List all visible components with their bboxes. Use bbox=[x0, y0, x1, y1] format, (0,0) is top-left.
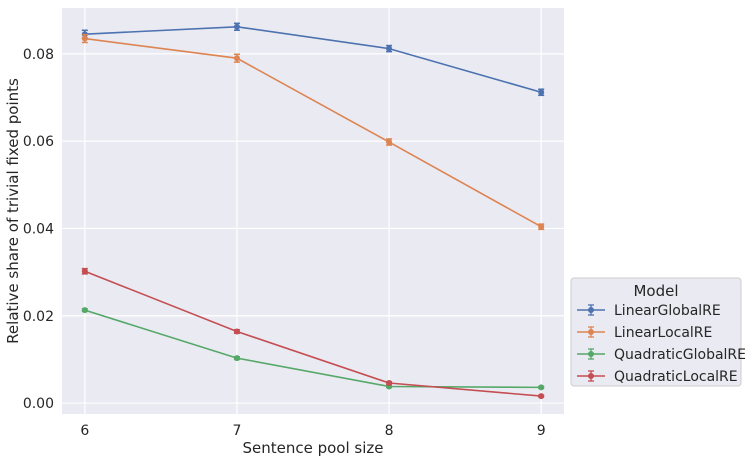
data-point bbox=[538, 223, 545, 230]
series-LinearLocalRE bbox=[81, 33, 545, 231]
data-point bbox=[538, 393, 545, 400]
series-line bbox=[84, 37, 542, 228]
series-QuadraticLocalRE bbox=[81, 267, 545, 400]
series-line bbox=[84, 25, 542, 94]
data-point bbox=[538, 384, 545, 391]
y-tick-label: 0.08 bbox=[23, 47, 54, 63]
gridlines bbox=[62, 8, 564, 414]
legend-marker bbox=[588, 307, 594, 313]
data-point bbox=[233, 55, 240, 62]
legend-label: QuadraticLocalRE bbox=[614, 369, 738, 385]
data-point bbox=[233, 23, 240, 30]
legend-title: Model bbox=[633, 282, 678, 300]
series-layer bbox=[81, 22, 545, 400]
legend-marker bbox=[588, 351, 594, 357]
legend-label: LinearGlobalRE bbox=[614, 303, 721, 319]
x-tick-label: 9 bbox=[537, 423, 546, 439]
legend-items: LinearGlobalRE LinearLocalRE QuadraticGlob… bbox=[577, 303, 746, 385]
x-axis-label: Sentence pool size bbox=[242, 439, 383, 457]
x-tick-label: 8 bbox=[385, 423, 394, 439]
legend-item-QuadraticGlobalRE: QuadraticGlobalRE bbox=[577, 347, 746, 363]
tick-labels: 6 7 8 9 0.00 0.02 0.04 0.06 0.08 bbox=[23, 47, 546, 439]
series-line bbox=[84, 270, 542, 397]
legend-marker bbox=[588, 329, 594, 335]
data-point bbox=[233, 328, 240, 335]
plot-area bbox=[62, 8, 564, 414]
x-tick-label: 6 bbox=[80, 423, 89, 439]
data-point bbox=[386, 380, 393, 387]
y-tick-label: 0.06 bbox=[23, 134, 54, 150]
y-tick-label: 0.00 bbox=[23, 396, 54, 412]
data-point bbox=[81, 35, 88, 42]
legend-item-LinearLocalRE: LinearLocalRE bbox=[577, 325, 712, 341]
y-tick-label: 0.04 bbox=[23, 221, 54, 237]
series-line bbox=[84, 309, 542, 389]
x-tick-label: 7 bbox=[232, 423, 241, 439]
y-tick-label: 0.02 bbox=[23, 309, 54, 325]
legend: Model LinearGlobalRE LinearLocalRE Quadrat… bbox=[570, 277, 746, 387]
data-point bbox=[386, 139, 393, 146]
legend-item-QuadraticLocalRE: QuadraticLocalRE bbox=[577, 369, 738, 385]
legend-label: LinearLocalRE bbox=[614, 325, 712, 341]
legend-frame bbox=[570, 277, 742, 387]
data-point bbox=[81, 268, 88, 275]
y-axis-label: Relative share of trivial fixed points bbox=[4, 78, 22, 344]
data-point bbox=[233, 355, 240, 362]
data-point bbox=[81, 307, 88, 314]
legend-label: QuadraticGlobalRE bbox=[614, 347, 746, 363]
data-point bbox=[386, 45, 393, 52]
data-point bbox=[538, 89, 545, 96]
legend-item-LinearGlobalRE: LinearGlobalRE bbox=[577, 303, 721, 319]
legend-marker bbox=[588, 373, 594, 379]
